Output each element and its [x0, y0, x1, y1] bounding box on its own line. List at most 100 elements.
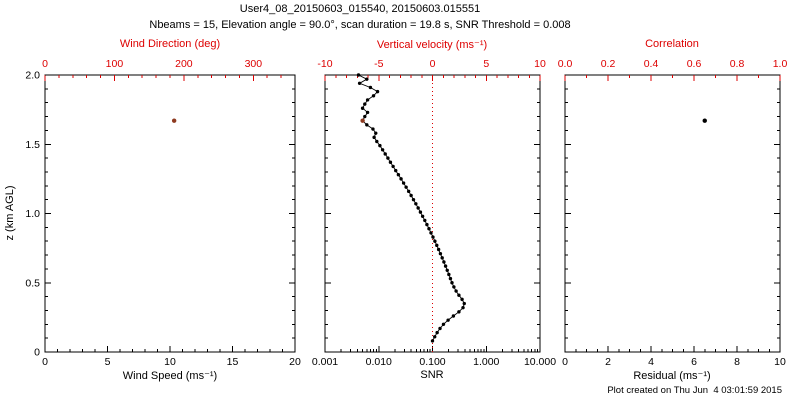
snr-profile [446, 318, 450, 322]
snr-profile [427, 227, 431, 231]
snr-profile [423, 218, 427, 223]
plot-title: User4_08_20150603_015540, 20150603.01555… [239, 3, 481, 15]
residual-point [702, 118, 707, 123]
snr-profile [363, 102, 367, 106]
snr-profile [375, 89, 380, 94]
snr-profile [420, 214, 425, 218]
top-tick-label: 0.6 [687, 58, 702, 70]
top-tick-label: 0.8 [730, 58, 745, 70]
snr-profile [396, 173, 401, 177]
snr-profile [433, 335, 437, 339]
top-tick-label: 0.2 [601, 58, 616, 70]
snr-profile [356, 73, 361, 77]
top-tick-label: 200 [175, 58, 193, 70]
top-tick-label: 0 [430, 58, 436, 70]
top-tick-label: 0 [42, 58, 48, 70]
snr-profile [457, 293, 461, 297]
y-tick-label: 2.0 [25, 70, 40, 82]
x-tick-label: 6 [691, 356, 697, 368]
top-tick-label: -10 [317, 58, 332, 70]
x-tick-label: 2 [605, 356, 611, 368]
top-tick-label: 10 [534, 58, 546, 70]
snr-profile [365, 123, 369, 127]
panel-snr: 0.001 0.010 0.100 1.000 10.000 -10 -5 0 5 10 [312, 58, 556, 368]
snr-profile [442, 260, 446, 264]
top-tick-label: 100 [106, 58, 124, 70]
snr-profile [401, 181, 406, 185]
snr-profile [443, 264, 448, 268]
snr-profile [448, 276, 453, 281]
snr-profile [416, 206, 420, 210]
snr-profile [368, 85, 373, 90]
top-tick-label: 1.0 [773, 58, 788, 70]
snr-profile [440, 256, 444, 260]
snr-profile [411, 197, 416, 202]
top-tick-label: 300 [245, 58, 263, 70]
x-tick-label: 0 [562, 356, 568, 368]
snr-profile [371, 127, 375, 131]
x-tick-label: 0 [42, 356, 48, 368]
wind-direction-point [171, 118, 177, 123]
snr-profile [454, 289, 458, 293]
snr-profile [435, 330, 439, 335]
snr-profile [372, 135, 376, 140]
snr-profile [380, 148, 385, 152]
snr-profile [383, 152, 387, 156]
snr-profile [391, 164, 395, 169]
snr-profile [378, 143, 382, 148]
plot-box [324, 74, 541, 353]
snr-profile [388, 160, 393, 164]
x-tick-label: 15 [227, 356, 239, 368]
snr-profile [425, 222, 429, 227]
x-tick-label: 8 [734, 356, 740, 368]
vertical-velocity-point [360, 118, 365, 123]
x-tick-label: 10 [774, 356, 786, 368]
x-tick-label: 5 [105, 356, 111, 368]
snr-profile [418, 210, 423, 214]
x-tick-label: 20 [289, 356, 301, 368]
y-tick-label: 1.5 [25, 139, 40, 151]
snr-profile [365, 77, 369, 81]
top-tick-label: 0.4 [644, 58, 659, 70]
x-tick-label: 4 [648, 356, 654, 368]
snr-profile [406, 189, 411, 194]
y-tick-label: 0.5 [25, 277, 40, 289]
snr-profile [451, 314, 456, 318]
snr-profile [462, 301, 466, 306]
snr-profile [371, 94, 376, 98]
creation-timestamp: Plot created on Thu Jun 4 03:01:59 2015 [607, 385, 782, 396]
snr-profile [365, 110, 370, 115]
x-tick-label: 10 [164, 356, 176, 368]
top-tick-label: 5 [483, 58, 489, 70]
snr-profile [433, 239, 437, 243]
snr-profile [414, 202, 418, 206]
snr-profile-line [358, 74, 465, 342]
snr-profile [452, 285, 456, 289]
top-tick-label: 0.0 [558, 58, 573, 70]
snr-profile [445, 268, 449, 272]
top-tick-label: -5 [374, 58, 383, 70]
snr-profile [409, 193, 413, 198]
snr-profile [450, 281, 454, 285]
wind-speed-axis-title: Wind Speed (ms⁻¹) [122, 370, 218, 382]
x-tick-label: 0.010 [366, 356, 392, 368]
y-tick-label: 1.0 [25, 208, 40, 220]
snr-profile [386, 156, 390, 160]
panel-residual: 0 2 4 6 8 10 0.0 0.2 0.4 0.6 0.8 1.0 [558, 58, 788, 368]
snr-profile [447, 272, 451, 277]
snr-profile [429, 231, 433, 235]
snr-profile [363, 114, 367, 119]
snr-profile [399, 177, 403, 181]
plot-box [44, 74, 296, 353]
snr-profile [365, 98, 370, 102]
snr-profile [438, 251, 443, 256]
snr-profile [394, 168, 398, 173]
plot-subtitle: Nbeams = 15, Elevation angle = 90.0°, sc… [149, 19, 571, 31]
x-tick-label: 10.000 [524, 356, 556, 368]
snr-profile [436, 247, 441, 252]
residual-axis-title: Residual (ms⁻¹) [633, 370, 711, 382]
y-tick-label: 0 [34, 347, 40, 359]
